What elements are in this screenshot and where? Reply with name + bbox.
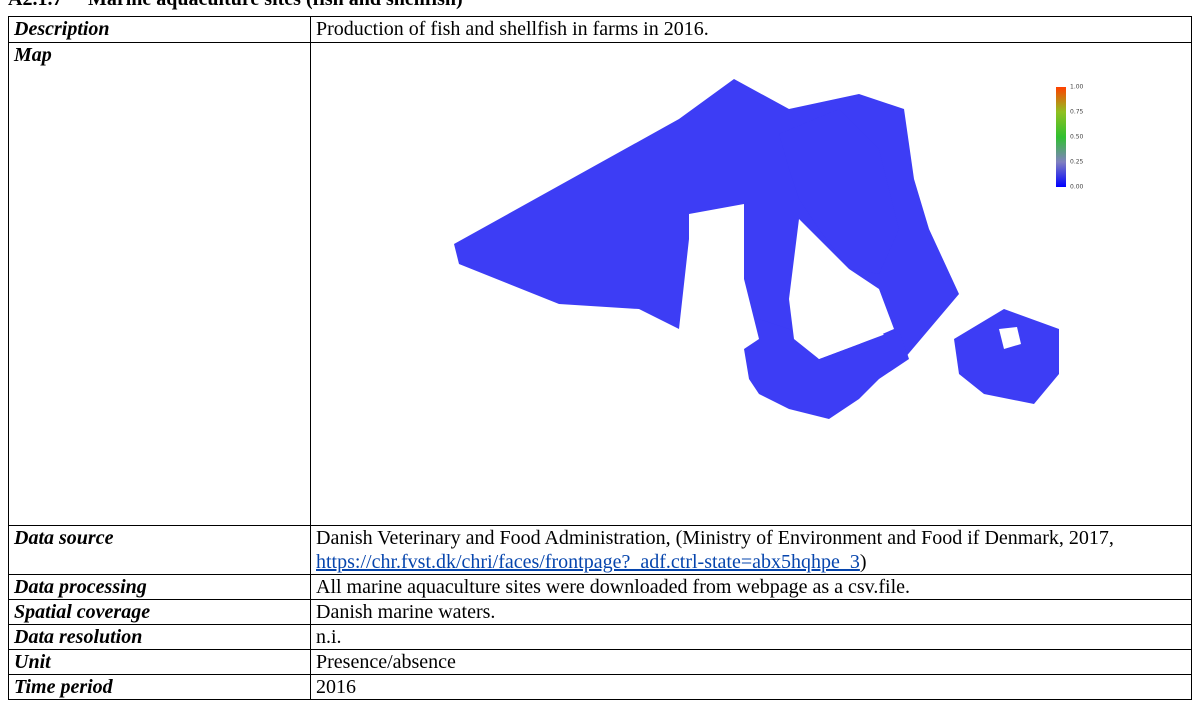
row: Data processing All marine aquaculture si… xyxy=(8,574,1192,600)
label: Description xyxy=(8,16,311,43)
legend: 1.00 0.75 0.50 0.25 0.00 xyxy=(1056,84,1084,191)
label: Spatial coverage xyxy=(8,599,311,625)
value: n.i. xyxy=(310,624,1192,650)
row: Data source Danish Veterinary and Food A… xyxy=(8,525,1192,575)
label: Data source xyxy=(8,525,311,575)
row: Time period 2016 xyxy=(8,674,1192,700)
sea-area xyxy=(454,79,1059,419)
label: Unit xyxy=(8,649,311,675)
map: 1.00 0.75 0.50 0.25 0.00 xyxy=(454,79,1084,419)
row: Unit Presence/absence xyxy=(8,649,1192,675)
value: Danish Veterinary and Food Administratio… xyxy=(310,525,1192,575)
rows: Data processing All marine aquaculture si… xyxy=(8,574,1192,700)
value: Production of fish and shellfish in farm… xyxy=(310,16,1192,43)
legend-label: 0.75 xyxy=(1070,109,1084,116)
metadata-table: Description Production of fish and shell… xyxy=(8,16,1192,700)
label: Data processing xyxy=(8,574,311,600)
land xyxy=(689,204,1021,359)
row: Spatial coverage Danish marine waters. xyxy=(8,599,1192,625)
value: All marine aquaculture sites were downlo… xyxy=(310,574,1192,600)
map-cell: 1.00 0.75 0.50 0.25 0.00 xyxy=(310,42,1192,526)
value: 2016 xyxy=(310,674,1192,700)
legend-label: 0.00 xyxy=(1070,184,1084,191)
row: Data resolution n.i. xyxy=(8,624,1192,650)
legend-label: 0.50 xyxy=(1070,134,1084,141)
heading-title: Marine aquaculture sites (fish and shell… xyxy=(88,0,463,10)
row: Description Production of fish and shell… xyxy=(8,16,1192,43)
heading: A2.1.7Marine aquaculture sites (fish and… xyxy=(8,0,463,11)
label: Map xyxy=(8,42,311,526)
legend-label: 1.00 xyxy=(1070,84,1084,91)
source-link[interactable]: https://chr.fvst.dk/chri/faces/frontpage… xyxy=(316,551,860,573)
row: Map 1.00 0.75 0.50 0.25 0.00 xyxy=(8,42,1192,526)
value-suffix: ) xyxy=(859,551,867,573)
value: Danish marine waters. xyxy=(310,599,1192,625)
value-text: Danish Veterinary and Food Administratio… xyxy=(316,527,1114,549)
value: Presence/absence xyxy=(310,649,1192,675)
label: Time period xyxy=(8,674,311,700)
label: Data resolution xyxy=(8,624,311,650)
heading-number: A2.1.7 xyxy=(8,0,88,11)
legend-label: 0.25 xyxy=(1070,159,1084,166)
color-bar xyxy=(1056,87,1066,187)
